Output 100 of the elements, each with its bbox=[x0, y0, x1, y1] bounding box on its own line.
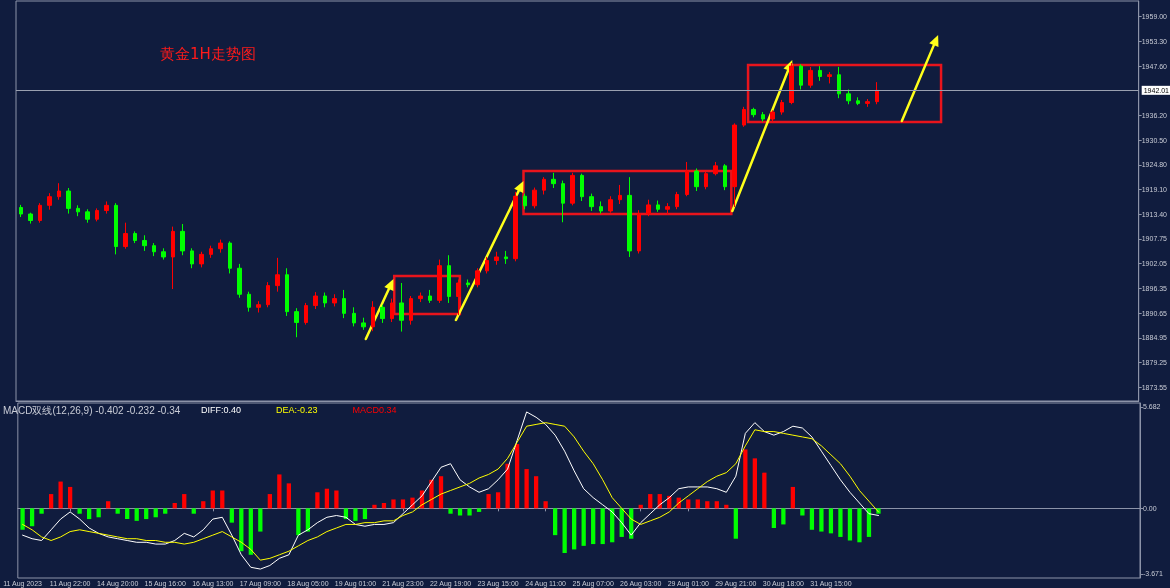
bar bbox=[495, 492, 501, 509]
candlestick bbox=[618, 184, 622, 205]
candlestick bbox=[646, 199, 651, 217]
candlestick bbox=[19, 204, 23, 218]
candlestick bbox=[228, 240, 232, 274]
bar bbox=[800, 508, 805, 516]
candlestick bbox=[256, 300, 261, 313]
text: MACD0.34 bbox=[352, 404, 397, 415]
bar bbox=[29, 508, 35, 527]
candlestick bbox=[846, 89, 851, 105]
candlestick bbox=[428, 289, 432, 304]
candlestick bbox=[85, 208, 90, 224]
bar bbox=[391, 499, 396, 509]
bar bbox=[277, 474, 282, 509]
bar bbox=[353, 508, 358, 521]
bar bbox=[857, 508, 862, 543]
candlestick bbox=[627, 176, 632, 258]
candlestick bbox=[313, 291, 318, 310]
candlestick bbox=[570, 172, 575, 206]
candlestick bbox=[523, 193, 527, 210]
bar bbox=[591, 508, 596, 545]
bar bbox=[533, 476, 539, 509]
candlestick bbox=[247, 291, 251, 313]
candlestick bbox=[123, 222, 128, 250]
bar bbox=[505, 463, 510, 509]
bar bbox=[315, 492, 320, 509]
bar bbox=[610, 508, 615, 543]
bar bbox=[705, 501, 710, 509]
candlestick bbox=[323, 292, 327, 308]
bar bbox=[524, 469, 529, 509]
candlestick bbox=[332, 293, 337, 307]
candlestick bbox=[780, 99, 784, 116]
bar bbox=[695, 499, 700, 509]
candlestick bbox=[685, 161, 689, 197]
bar bbox=[267, 494, 272, 509]
bar bbox=[362, 508, 368, 520]
bar bbox=[248, 508, 253, 555]
bar bbox=[191, 508, 196, 514]
text: DEA:-0.23 bbox=[276, 404, 318, 415]
candlestick bbox=[399, 282, 404, 333]
candlestick bbox=[180, 223, 185, 256]
candlestick bbox=[494, 251, 499, 266]
candlestick bbox=[818, 65, 822, 82]
candlestick bbox=[294, 307, 299, 338]
bar bbox=[77, 508, 82, 514]
candlestick bbox=[599, 200, 603, 215]
candlestick bbox=[437, 259, 442, 304]
candlestick bbox=[665, 202, 670, 215]
bar bbox=[781, 508, 786, 525]
bar bbox=[553, 508, 558, 536]
candlestick bbox=[713, 161, 718, 176]
bar bbox=[229, 508, 234, 523]
bar bbox=[153, 508, 158, 518]
candlestick bbox=[190, 247, 194, 269]
bar bbox=[790, 486, 796, 509]
bar bbox=[96, 508, 101, 518]
chart-title: MACD双线(12,26,9) -0.402 -0.232 -0.34 bbox=[3, 404, 181, 416]
bar bbox=[134, 508, 139, 521]
candlestick bbox=[542, 176, 546, 195]
candlestick bbox=[704, 171, 708, 190]
candlestick bbox=[656, 200, 660, 213]
bar bbox=[258, 508, 263, 532]
candlestick bbox=[637, 209, 641, 254]
candlestick bbox=[361, 317, 366, 331]
candlestick bbox=[761, 111, 765, 123]
candlestick bbox=[875, 81, 879, 105]
bar bbox=[828, 508, 834, 534]
candlestick bbox=[28, 212, 33, 225]
bar bbox=[562, 508, 567, 553]
candlestick bbox=[742, 106, 746, 128]
candlestick bbox=[352, 306, 356, 327]
bar bbox=[67, 486, 73, 509]
bar bbox=[201, 501, 206, 509]
candlestick bbox=[827, 71, 832, 84]
candlestick bbox=[675, 191, 679, 210]
bar bbox=[476, 508, 482, 512]
candlestick bbox=[66, 187, 71, 215]
bar bbox=[182, 494, 187, 509]
candlestick bbox=[380, 304, 385, 324]
candlestick bbox=[751, 107, 756, 118]
candlestick bbox=[114, 202, 118, 255]
bar bbox=[514, 444, 520, 509]
bar bbox=[819, 508, 824, 532]
candlestick bbox=[837, 66, 841, 99]
candlestick bbox=[808, 66, 813, 89]
candlestick bbox=[485, 256, 489, 274]
bar bbox=[286, 483, 291, 509]
candlestick bbox=[304, 302, 308, 326]
candlestick bbox=[770, 109, 775, 123]
bar bbox=[324, 488, 330, 509]
candlestick bbox=[57, 182, 61, 201]
bar bbox=[58, 481, 63, 509]
text: DIFF:0.40 bbox=[201, 404, 242, 415]
candlestick bbox=[209, 245, 213, 259]
text: 黄金1H走势图 bbox=[160, 44, 256, 63]
candlestick bbox=[133, 230, 137, 244]
bar bbox=[39, 508, 44, 514]
bar bbox=[87, 508, 92, 520]
bar bbox=[648, 494, 653, 509]
candlestick bbox=[789, 62, 794, 105]
